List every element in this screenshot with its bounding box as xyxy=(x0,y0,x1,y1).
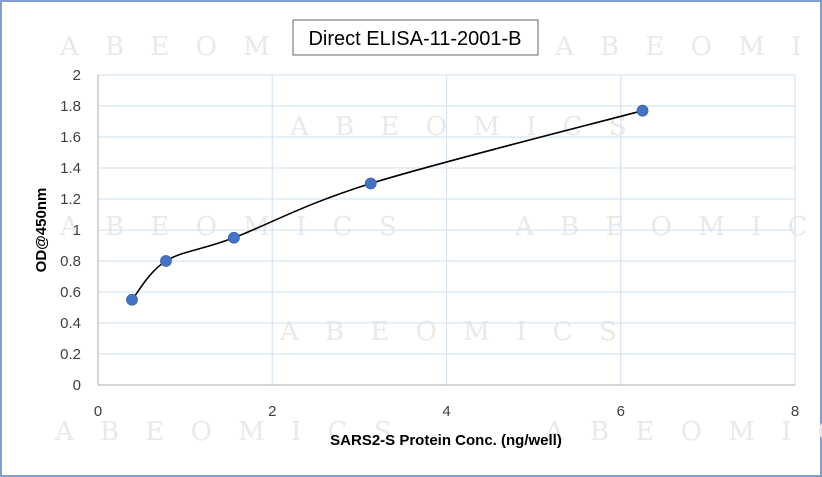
watermark-text: A B E O M I C S xyxy=(59,212,406,242)
data-point xyxy=(636,104,649,117)
y-tick-label: 0 xyxy=(73,377,81,394)
watermark-text: A B E O M I C S xyxy=(544,417,822,447)
y-tick-label: 1.6 xyxy=(60,129,81,146)
data-point xyxy=(160,255,172,267)
y-tick-label: 0.2 xyxy=(60,346,81,363)
gridlines xyxy=(98,74,796,385)
y-tick-label: 0.6 xyxy=(60,284,81,301)
watermark-text: A B E O M I C S xyxy=(554,32,822,62)
x-tick-label: 8 xyxy=(791,403,799,420)
watermark-text: A B E O M I C S xyxy=(54,417,401,447)
watermark-text: A B E O M I C S xyxy=(279,317,626,347)
tick-labels: 0 2 4 6 8 0 0.2 0.4 0.6 0.8 1 1.2 1.4 1.6 1.8 2 xyxy=(60,67,799,420)
data-point xyxy=(126,293,138,306)
y-tick-label: 1.8 xyxy=(60,98,81,115)
x-tick-label: 4 xyxy=(442,403,450,420)
x-tick-label: 2 xyxy=(268,403,276,420)
y-tick-label: 1.2 xyxy=(60,191,81,208)
chart-title: Direct ELISA-11-2001-B xyxy=(308,28,521,50)
y-tick-label: 1.4 xyxy=(60,160,81,177)
x-axis-title: SARS2-S Protein Conc. (ng/well) xyxy=(330,432,562,449)
y-tick-label: 0.8 xyxy=(60,253,81,270)
data-point xyxy=(364,177,377,190)
data-point xyxy=(228,231,240,244)
y-tick-label: 0.4 xyxy=(60,315,81,332)
axes xyxy=(97,75,795,386)
y-tick-label: 2 xyxy=(73,67,81,84)
chart-title-border xyxy=(292,19,539,56)
y-axis-title: OD@450nm xyxy=(33,188,50,273)
x-tick-label: 6 xyxy=(617,403,625,420)
data-series xyxy=(126,104,649,306)
y-tick-label: 1 xyxy=(73,222,81,239)
watermark-text: A B E O M I C S xyxy=(514,212,822,242)
x-tick-label: 0 xyxy=(94,403,102,420)
chart-title-box: Direct ELISA-11-2001-B xyxy=(292,19,539,56)
